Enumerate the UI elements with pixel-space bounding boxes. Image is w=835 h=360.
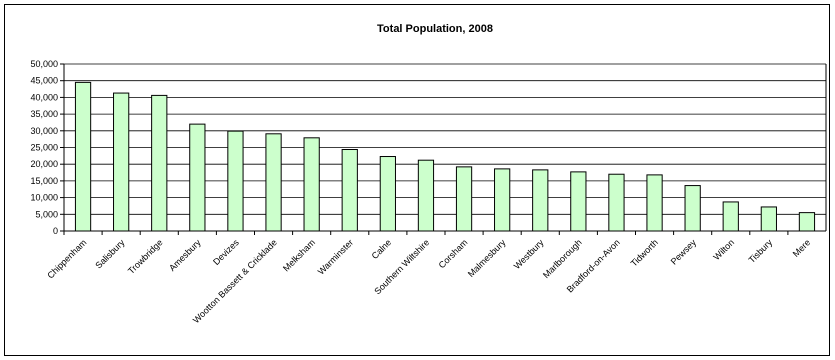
y-tick-label: 30,000 xyxy=(30,126,58,136)
bar xyxy=(646,174,663,232)
x-axis-labels: Chippenham Salisbury Trowbridge Amesbury Dev… xyxy=(45,231,812,325)
chart-frame xyxy=(4,4,830,356)
y-tick-label: 20,000 xyxy=(30,159,58,169)
x-tick-label: Wootton Bassett & Cricklade xyxy=(191,237,279,325)
bar xyxy=(608,173,625,232)
bar xyxy=(189,123,206,232)
x-tick-label: Amesbury xyxy=(167,237,203,273)
x-tick-label: Melksham xyxy=(281,237,317,273)
bar xyxy=(227,130,244,232)
bar xyxy=(760,206,777,232)
x-tick-label: Tisbury xyxy=(747,237,775,265)
x-tick-label: Westbury xyxy=(512,237,546,271)
x-tick-label: Pewsey xyxy=(669,237,699,267)
y-tick-label: 15,000 xyxy=(30,176,58,186)
y-tick-label: 40,000 xyxy=(30,92,58,102)
x-tick-label: Calne xyxy=(370,237,394,261)
x-tick-label: Trowbridge xyxy=(126,237,165,276)
y-tick-label: 10,000 xyxy=(30,193,58,203)
x-tick-label: Tidworth xyxy=(629,237,660,268)
x-tick-label: Wilton xyxy=(711,237,736,262)
x-tick-label: Devizes xyxy=(211,237,241,267)
x-tick-label: Corsham xyxy=(437,237,470,270)
y-axis-ticks: 0 5,000 10,000 15,000 20,000 25,000 30,000 35,0… xyxy=(30,59,64,236)
x-tick-label: Malmesbury xyxy=(466,237,508,279)
bar xyxy=(532,169,549,232)
x-tick-label: Mere xyxy=(791,237,813,259)
bar xyxy=(113,92,130,232)
chart-title: Total Population, 2008 xyxy=(377,23,493,35)
bar xyxy=(722,201,739,232)
bar xyxy=(341,149,358,232)
bar xyxy=(265,133,282,232)
y-tick-label: 50,000 xyxy=(30,59,58,69)
bar xyxy=(74,81,92,232)
gridlines xyxy=(64,63,826,215)
axes xyxy=(63,64,827,232)
bar xyxy=(494,168,511,232)
bar xyxy=(303,137,320,232)
x-tick-label: Warminster xyxy=(316,237,355,276)
bar xyxy=(570,171,587,232)
bar xyxy=(417,159,435,232)
bar xyxy=(455,166,473,232)
y-tick-label: 5,000 xyxy=(35,209,58,219)
bars xyxy=(74,81,816,232)
y-tick-label: 0 xyxy=(53,226,58,236)
bar xyxy=(379,156,396,232)
bar xyxy=(684,185,701,232)
x-tick-label: Salisbury xyxy=(93,237,127,271)
x-tick-label: Chippenham xyxy=(45,237,88,280)
bar xyxy=(151,94,168,232)
y-tick-label: 45,000 xyxy=(30,76,58,86)
y-tick-label: 25,000 xyxy=(30,143,58,153)
bar xyxy=(798,212,816,232)
y-tick-label: 35,000 xyxy=(30,109,58,119)
